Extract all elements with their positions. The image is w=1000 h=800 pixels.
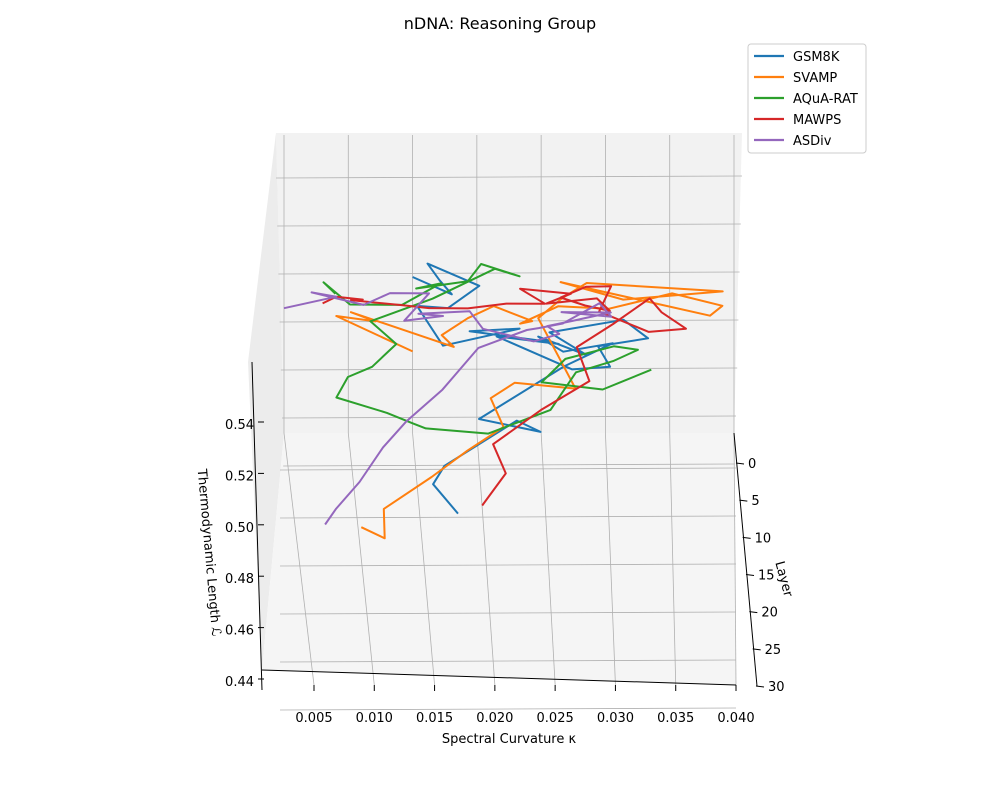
chart-title: nDNA: Reasoning Group <box>404 14 596 33</box>
z-axis-line <box>251 361 263 691</box>
grid-line-layer <box>279 515 737 519</box>
x-tick-label: 0.015 <box>416 711 453 726</box>
y-tick-mark <box>742 536 751 539</box>
y-tick-label: 20 <box>761 606 778 621</box>
y-tick-label: 5 <box>751 494 759 509</box>
series-line-aqua-rat <box>322 263 652 435</box>
z-tick-label: 0.54 <box>225 418 254 433</box>
grid-line-z <box>279 319 739 323</box>
y-axis-line <box>733 432 758 687</box>
series-line-mawps <box>322 285 687 507</box>
grid-line-x-floor <box>283 432 315 686</box>
grid-line-z <box>283 463 735 467</box>
x-axis-label: Spectral Curvature κ <box>442 732 577 747</box>
grid-line-x-floor <box>733 432 737 686</box>
grid-line-layer <box>279 611 737 615</box>
y-tick-mark <box>752 648 761 651</box>
y-tick-label: 15 <box>758 569 775 584</box>
grid-line-x-floor <box>540 432 556 686</box>
y-tick-label: 0 <box>748 457 756 472</box>
y-tick-mark <box>745 574 755 576</box>
floor-pane <box>262 433 736 685</box>
back-pane <box>276 133 742 433</box>
x-tick-label: 0.040 <box>717 711 754 726</box>
grid-line-layer <box>279 659 737 663</box>
x-tick-label: 0.030 <box>597 711 634 726</box>
series-line-asdiv <box>283 291 613 526</box>
z-tick-label: 0.48 <box>225 572 254 587</box>
grid-line-z <box>280 367 738 371</box>
legend-label-aqua-rat: AQuA-RAT <box>793 92 858 107</box>
legend-label-gsm8k: GSM8K <box>793 50 840 65</box>
grid-line-z <box>281 415 737 419</box>
legend: GSM8K SVAMP AQuA-RAT MAWPS ASDiv <box>747 43 867 154</box>
grid-line-x-floor <box>605 432 616 686</box>
y-tick-label: 25 <box>765 643 782 658</box>
grid-line-layer <box>279 467 737 471</box>
series-line-gsm8k <box>412 262 650 515</box>
z-tick-label: 0.46 <box>225 624 254 639</box>
y-tick-mark <box>735 462 745 465</box>
z-tick-label: 0.52 <box>225 469 254 484</box>
grid-line-x-floor <box>412 432 435 686</box>
series-lines <box>283 262 724 540</box>
axis-lines <box>251 361 758 691</box>
x-tick-label: 0.035 <box>657 711 694 726</box>
grid-line-z <box>277 223 741 227</box>
x-tick-label: 0.020 <box>476 711 513 726</box>
z-tick-label: 0.50 <box>225 521 254 536</box>
x-tick-label: 0.025 <box>537 711 574 726</box>
grid-line-z <box>275 175 743 179</box>
z-tick-label: 0.44 <box>225 675 254 690</box>
legend-label-svamp: SVAMP <box>793 71 837 86</box>
grid-line-x-floor <box>347 432 375 686</box>
grid-line-x-floor <box>476 432 496 686</box>
legend-label-asdiv: ASDiv <box>793 134 832 149</box>
y-tick-label: 30 <box>768 680 785 695</box>
y-tick-mark <box>739 499 748 502</box>
y-tick-mark <box>749 611 758 614</box>
y-tick-mark <box>755 685 765 688</box>
grid-line-layer <box>279 707 737 711</box>
y-axis-label: Layer <box>771 560 795 600</box>
x-axis-line <box>261 669 737 686</box>
tick-labels: 0.005 0.010 0.015 0.020 0.025 0.030 0.035 0.040… <box>225 418 785 726</box>
grid-line-x-floor <box>669 432 677 686</box>
legend-label-mawps: MAWPS <box>793 113 841 128</box>
x-tick-label: 0.010 <box>356 711 393 726</box>
axes-panes <box>248 133 742 685</box>
x-tick-label: 0.005 <box>295 711 332 726</box>
z-axis-label: Thermodynamic Length ℒ <box>194 467 224 637</box>
grid-line-layer <box>279 563 737 567</box>
legend-frame <box>747 43 867 154</box>
y-tick-label: 10 <box>755 531 772 546</box>
